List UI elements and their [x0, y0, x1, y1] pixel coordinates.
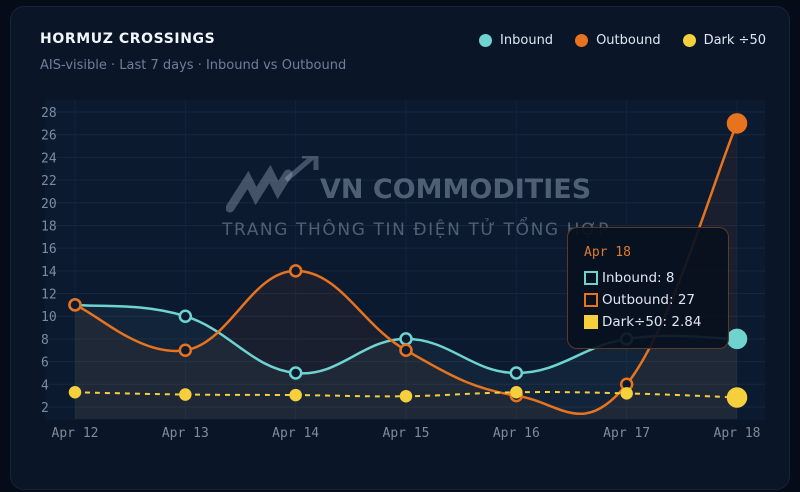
- x-tick-label: Apr 14: [272, 426, 319, 441]
- data-point: [288, 264, 303, 278]
- series-area-0: [75, 304, 737, 419]
- y-tick-label: 2: [41, 401, 49, 416]
- legend: Inbound Outbound Dark ÷50: [479, 33, 766, 48]
- data-point: [289, 388, 302, 402]
- inbound-swatch-icon: [584, 271, 598, 285]
- chart-subtitle: AIS-visible · Last 7 days · Inbound vs O…: [40, 58, 347, 73]
- tooltip-text: Inbound: 8: [602, 270, 675, 286]
- data-point: [178, 309, 193, 323]
- y-tick-label: 12: [41, 288, 57, 303]
- x-tick-label: Apr 17: [603, 426, 650, 441]
- data-point: [726, 113, 748, 134]
- x-tick-label: Apr 15: [383, 426, 430, 441]
- y-tick-label: 26: [41, 129, 57, 144]
- x-tick-label: Apr 18: [714, 426, 761, 441]
- outbound-swatch-icon: [575, 34, 589, 47]
- y-tick-label: 10: [41, 310, 57, 325]
- tooltip-text: Outbound: 27: [602, 292, 696, 308]
- y-tick-label: 6: [41, 356, 49, 371]
- data-point: [399, 332, 413, 346]
- data-point: [509, 366, 524, 380]
- data-point: [288, 366, 303, 380]
- data-point: [510, 386, 523, 399]
- tooltip-row-inbound: Inbound: 8: [584, 270, 674, 286]
- legend-inbound[interactable]: Inbound: [479, 33, 553, 48]
- tooltip-date: Apr 18: [584, 245, 631, 260]
- data-point: [68, 386, 82, 399]
- x-tick-label: Apr 12: [52, 426, 99, 441]
- tooltip-text: Dark÷50: 2.84: [602, 314, 702, 330]
- y-tick-label: 14: [41, 265, 57, 280]
- data-point: [399, 389, 413, 403]
- y-tick-label: 20: [41, 197, 57, 212]
- legend-label: Outbound: [596, 33, 661, 48]
- data-point: [726, 387, 748, 408]
- y-tick-label: 28: [41, 106, 57, 121]
- legend-outbound[interactable]: Outbound: [575, 33, 661, 48]
- dark-swatch-icon: [682, 34, 696, 47]
- y-tick-label: 22: [41, 174, 57, 189]
- data-point: [68, 298, 82, 312]
- outbound-swatch-icon: [584, 293, 598, 307]
- data-point: [178, 343, 193, 358]
- data-point: [399, 343, 413, 358]
- tooltip: Apr 18 Inbound: 8 Outbound: 27 Dark÷50: …: [567, 227, 729, 349]
- data-point: [179, 388, 192, 401]
- inbound-swatch-icon: [479, 34, 493, 47]
- y-tick-label: 8: [41, 333, 49, 348]
- y-tick-label: 16: [41, 242, 57, 257]
- data-point: [726, 328, 748, 350]
- dark-swatch-icon: [584, 315, 598, 329]
- tooltip-row-outbound: Outbound: 27: [584, 292, 695, 308]
- data-point: [620, 387, 633, 400]
- x-tick-label: Apr 13: [162, 426, 209, 441]
- y-tick-label: 24: [41, 151, 57, 166]
- series-area-1: [75, 123, 737, 419]
- y-tick-label: 4: [41, 378, 49, 393]
- x-tick-label: Apr 16: [493, 426, 540, 441]
- chart-title: HORMUZ CROSSINGS: [40, 31, 216, 47]
- legend-label: Inbound: [500, 33, 554, 48]
- legend-label: Dark ÷50: [703, 33, 766, 48]
- tooltip-row-dark: Dark÷50: 2.84: [584, 314, 701, 330]
- y-tick-label: 18: [41, 219, 57, 234]
- legend-dark[interactable]: Dark ÷50: [682, 33, 766, 48]
